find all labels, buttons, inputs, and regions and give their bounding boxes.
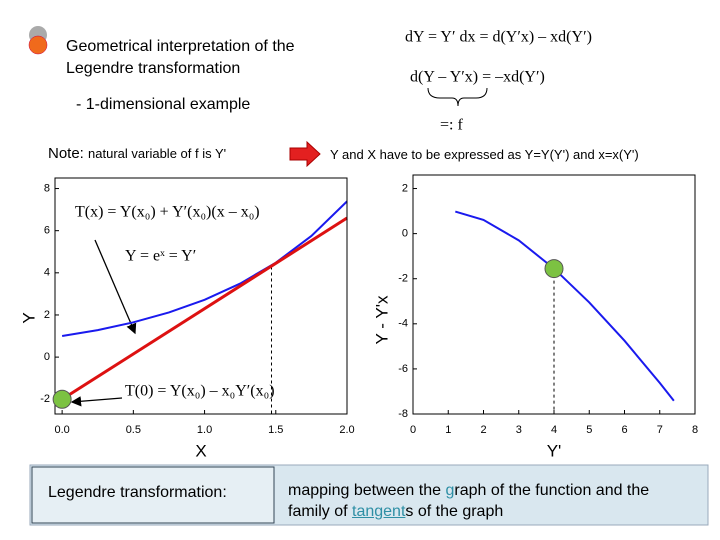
subtitle: - 1-dimensional example bbox=[76, 96, 251, 113]
x-tick-label: 0.0 bbox=[54, 424, 69, 436]
series-line bbox=[61, 216, 348, 401]
equation: d(Y – Y′x) = –xd(Y′) bbox=[410, 69, 545, 86]
title: Geometrical interpretation of the Legend… bbox=[66, 36, 295, 80]
x-tick-label: 0.5 bbox=[126, 424, 141, 436]
brace bbox=[427, 87, 488, 107]
y-tick-label: -6 bbox=[398, 363, 408, 375]
y-tick-label: -2 bbox=[40, 393, 50, 405]
x-tick-label: 7 bbox=[657, 424, 663, 436]
x-tick-label: 1 bbox=[445, 424, 451, 436]
bullet-icon bbox=[28, 35, 48, 55]
x-tick-label: 4 bbox=[551, 424, 557, 436]
y-axis-label: Y - Y'x bbox=[372, 295, 391, 344]
y-tick-label: 0 bbox=[44, 351, 50, 363]
x-tick-label: 6 bbox=[621, 424, 627, 436]
point bbox=[52, 389, 72, 409]
x-axis-label: Y' bbox=[547, 441, 562, 460]
y-tick-label: 6 bbox=[44, 225, 50, 237]
x-tick-label: 5 bbox=[586, 424, 592, 436]
x-tick-label: 1.5 bbox=[268, 424, 283, 436]
y-axis-label: Y bbox=[19, 312, 38, 323]
y-tick-label: 2 bbox=[44, 309, 50, 321]
series-line bbox=[61, 200, 348, 338]
x-tick-label: 0 bbox=[410, 424, 416, 436]
footer-text: mapping between the graph of the functio… bbox=[288, 480, 688, 522]
y-tick-label: 4 bbox=[44, 267, 50, 279]
annotation: Y = eˣ = Y′ bbox=[125, 248, 196, 265]
annotation: T(x) = Y(x₀) + Y′(x₀)(x – x₀) bbox=[75, 204, 260, 221]
note-text: natural variable of f is Y' bbox=[88, 146, 227, 161]
highlight: tangent bbox=[352, 503, 406, 520]
note: Note: natural variable of f is Y' bbox=[48, 145, 226, 162]
series-line bbox=[455, 210, 675, 402]
annotation-arrow bbox=[70, 396, 123, 407]
y-tick-label: 2 bbox=[402, 182, 408, 194]
x-tick-label: 8 bbox=[692, 424, 698, 436]
plot-frame bbox=[54, 177, 348, 415]
y-tick-label: 0 bbox=[402, 228, 408, 240]
x-tick-label: 2.0 bbox=[339, 424, 354, 436]
x-tick-label: 3 bbox=[516, 424, 522, 436]
arrow bbox=[289, 140, 321, 168]
conclusion: Y and X have to be expressed as Y=Y(Y') … bbox=[330, 147, 639, 162]
y-tick-label: -4 bbox=[398, 318, 408, 330]
text: raph of the function and the family of bbox=[288, 482, 650, 520]
note-label: Note: bbox=[48, 145, 84, 162]
point bbox=[544, 259, 564, 279]
equation: =: f bbox=[440, 117, 463, 134]
y-tick-label: -2 bbox=[398, 273, 408, 285]
text: s of the graph bbox=[405, 503, 504, 520]
highlight: g bbox=[445, 482, 455, 499]
x-tick-label: 1.0 bbox=[197, 424, 212, 436]
x-tick-label: 2 bbox=[480, 424, 486, 436]
annotation-arrow bbox=[94, 239, 137, 335]
y-tick-label: 8 bbox=[44, 182, 50, 194]
footer-label-box bbox=[31, 466, 275, 524]
y-tick-label: -8 bbox=[398, 408, 408, 420]
footer-label: Legendre transformation: bbox=[48, 484, 227, 501]
title-line: Legendre transformation bbox=[66, 60, 241, 77]
title-line: Geometrical interpretation of the bbox=[66, 38, 295, 55]
text: mapping between the bbox=[288, 482, 446, 499]
annotation: T(0) = Y(x₀) – x₀Y′(x₀) bbox=[125, 383, 275, 400]
equation: dY = Y′ dx = d(Y′x) – xd(Y′) bbox=[405, 29, 592, 46]
x-axis-label: X bbox=[195, 441, 206, 460]
